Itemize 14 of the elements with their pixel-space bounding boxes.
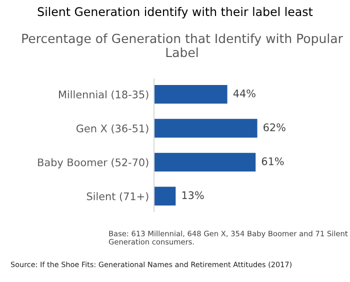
data-label: 44% <box>233 89 256 98</box>
bar <box>154 118 258 138</box>
y-tick-label: Baby Boomer (52-70) <box>38 158 148 168</box>
y-tick-label: Gen X (36-51) <box>76 124 148 134</box>
y-tick-label: Silent (71+) <box>86 192 148 202</box>
bar <box>154 186 176 206</box>
data-label: 61% <box>262 157 284 166</box>
data-label: 13% <box>182 191 204 200</box>
y-tick-label: Millennial (18-35) <box>59 90 148 100</box>
data-label: 62% <box>264 123 286 132</box>
chart-subtitle: Percentage of Generation that Identify with Popular Label <box>22 33 343 58</box>
chart-title: Silent Generation identify with their label least <box>38 6 313 18</box>
bar <box>154 152 256 172</box>
bar <box>154 84 228 104</box>
